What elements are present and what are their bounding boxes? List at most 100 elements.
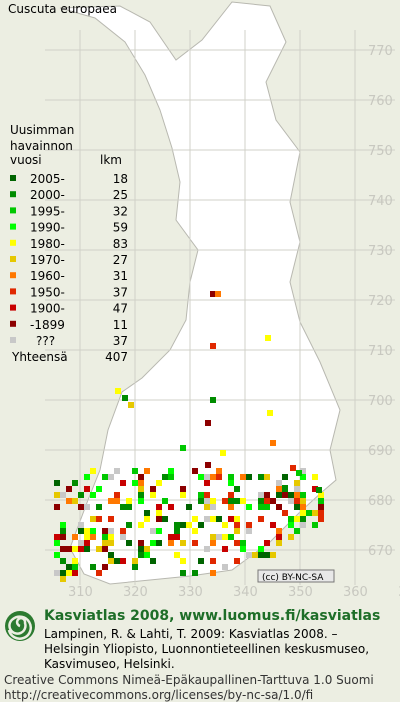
observation-square xyxy=(192,570,198,576)
observation-square xyxy=(144,552,150,558)
observation-square xyxy=(288,516,294,522)
observation-square xyxy=(84,534,90,540)
observation-square xyxy=(300,510,306,516)
observation-square xyxy=(264,552,270,558)
observation-square xyxy=(294,504,300,510)
observation-square xyxy=(316,487,322,493)
legend-count: 59 xyxy=(113,221,128,235)
observation-square xyxy=(312,510,318,516)
observation-square xyxy=(192,516,198,522)
observation-square xyxy=(108,528,114,534)
observation-square xyxy=(294,480,300,486)
easting-label: 370 xyxy=(398,585,400,600)
observation-square xyxy=(234,522,240,528)
observation-square xyxy=(84,474,90,480)
legend-column: lkm xyxy=(100,153,122,167)
observation-square xyxy=(54,504,60,510)
observation-square xyxy=(276,486,282,492)
observation-square xyxy=(162,498,168,504)
observation-square xyxy=(138,498,144,504)
observation-square xyxy=(300,498,306,504)
legend-column: vuosi xyxy=(10,153,42,167)
northing-label: 690 xyxy=(368,444,393,459)
northing-label: 710 xyxy=(368,344,393,359)
finland-outline xyxy=(59,1,341,585)
legend-swatch xyxy=(10,272,16,279)
legend-label: 1980- xyxy=(30,237,65,251)
observation-square xyxy=(138,486,144,492)
observation-square xyxy=(294,498,300,504)
northing-label: 680 xyxy=(368,494,393,509)
map-title: Cuscuta europaea xyxy=(8,2,117,16)
observation-square xyxy=(258,516,264,522)
observation-square xyxy=(162,516,168,522)
observation-square xyxy=(78,546,84,552)
observation-square xyxy=(300,516,306,522)
observation-square xyxy=(246,528,252,534)
observation-square xyxy=(234,516,240,522)
observation-square xyxy=(228,504,234,510)
observation-square xyxy=(126,498,132,504)
legend-count: 11 xyxy=(113,318,128,332)
observation-square xyxy=(138,552,144,558)
observation-square xyxy=(60,576,66,582)
observation-square xyxy=(240,546,246,552)
northing-label: 720 xyxy=(368,294,393,309)
observation-square xyxy=(216,468,222,474)
observation-square xyxy=(78,492,84,498)
easting-label: 320 xyxy=(123,585,148,600)
observation-square xyxy=(72,498,78,504)
observation-square xyxy=(204,492,210,498)
observation-square xyxy=(222,522,228,528)
observation-square xyxy=(84,546,90,552)
observation-square xyxy=(60,492,66,498)
observation-square xyxy=(180,492,186,498)
observation-square xyxy=(162,474,168,480)
observation-square xyxy=(60,546,66,552)
observation-square xyxy=(168,504,174,510)
observation-square xyxy=(96,486,102,492)
observation-square xyxy=(120,504,126,510)
observation-square xyxy=(258,492,264,498)
license-badge-text: (cc) BY-NC-SA xyxy=(262,573,324,583)
observation-square xyxy=(204,516,210,522)
observation-square xyxy=(210,534,216,540)
observation-square xyxy=(204,498,210,504)
observation-square xyxy=(138,474,144,480)
observation-square xyxy=(122,395,128,401)
footer-heading: Kasviatlas 2008, www.luomus.fi/kasviatla… xyxy=(44,608,380,624)
observation-square xyxy=(312,522,318,528)
observation-square xyxy=(198,522,204,528)
observation-square xyxy=(156,528,162,534)
legend-count: 27 xyxy=(113,253,128,267)
observation-square xyxy=(108,516,114,522)
observation-square xyxy=(198,498,204,504)
observation-square xyxy=(126,540,132,546)
observation-square xyxy=(210,498,216,504)
observation-square xyxy=(138,492,144,498)
observation-square xyxy=(90,516,96,522)
legend-swatch xyxy=(10,207,16,214)
legend-swatch xyxy=(10,288,16,295)
observation-square xyxy=(126,522,132,528)
observation-square xyxy=(108,540,114,546)
observation-square xyxy=(210,504,216,510)
observation-square xyxy=(54,570,60,576)
observation-square xyxy=(240,498,246,504)
observation-square xyxy=(198,558,204,564)
legend-swatch xyxy=(10,223,16,230)
license-line: Creative Commons Nimeä-Epäkaupallinen-Ta… xyxy=(4,673,374,687)
legend-label: 1990- xyxy=(30,221,65,235)
legend-swatch xyxy=(10,239,16,246)
observation-square xyxy=(108,552,114,558)
observation-square xyxy=(205,420,211,426)
observation-square xyxy=(96,570,102,576)
observation-square xyxy=(54,492,60,498)
observation-square xyxy=(312,474,318,480)
observation-square xyxy=(114,498,120,504)
legend-label: 2005- xyxy=(30,172,65,186)
legend-count: 31 xyxy=(113,269,128,283)
easting-label: 310 xyxy=(68,585,93,600)
